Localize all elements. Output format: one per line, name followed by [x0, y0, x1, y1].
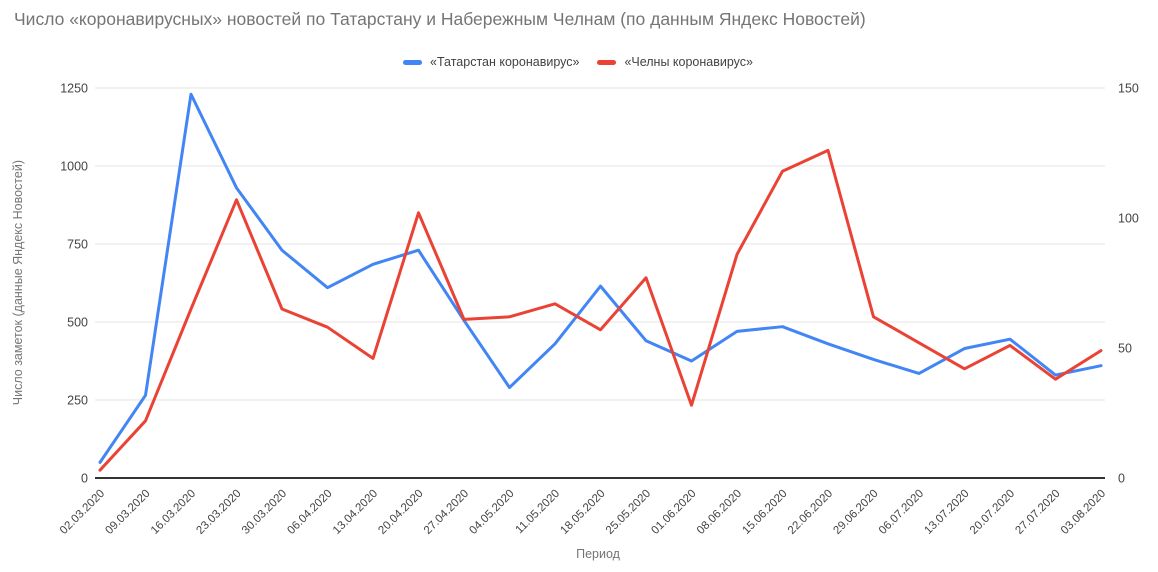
x-axis-tick-label: 27.07.2020 — [1013, 488, 1062, 537]
x-axis-tick-label: 22.06.2020 — [786, 488, 835, 537]
x-axis-tick-label: 02.03.2020 — [58, 488, 107, 537]
y-axis-right-tick-label: 150 — [1118, 82, 1139, 96]
legend-label-chelny: «Челны коронавирус» — [624, 55, 753, 69]
x-axis-tick-label: 18.05.2020 — [558, 488, 607, 537]
x-axis-tick-label: 15.06.2020 — [740, 488, 789, 537]
legend-swatch-tatarstan-icon — [403, 59, 423, 65]
y-axis-right-tick-label: 0 — [1118, 472, 1125, 486]
x-axis-tick-label: 13.04.2020 — [331, 488, 380, 537]
legend-swatch-chelny-icon — [597, 59, 617, 65]
x-axis-tick-label: 29.06.2020 — [831, 488, 880, 537]
y-axis-left-tick-label: 250 — [67, 394, 88, 408]
chart-title: Число «коронавирусных» новостей по Татар… — [14, 9, 866, 29]
x-axis-tick-label: 06.04.2020 — [285, 488, 334, 537]
legend-item-tatarstan: «Татарстан коронавирус» — [403, 55, 579, 69]
x-axis-tick-label: 23.03.2020 — [194, 488, 243, 537]
x-axis-tick-label: 13.07.2020 — [922, 488, 971, 537]
legend-item-chelny: «Челны коронавирус» — [597, 55, 753, 69]
y-axis-right-tick-label: 100 — [1118, 212, 1139, 226]
series-line-tatarstan — [98, 92, 1103, 464]
x-axis-tick-label: 16.03.2020 — [149, 488, 198, 537]
x-axis-tick-label: 03.08.2020 — [1059, 488, 1108, 537]
x-axis-tick-label: 06.07.2020 — [877, 488, 926, 537]
x-axis-tick-label: 04.05.2020 — [467, 488, 516, 537]
y-axis-left-tick-label: 500 — [67, 316, 88, 330]
x-axis-tick-label: 30.03.2020 — [240, 488, 289, 537]
y-axis-title: Число заметок (данные Яндекс Новостей) — [11, 160, 25, 406]
x-axis-tick-label: 27.04.2020 — [422, 488, 471, 537]
x-axis-tick-label: 08.06.2020 — [695, 488, 744, 537]
series-line-chelny — [98, 148, 1103, 472]
y-axis-left-tick-label: 750 — [67, 238, 88, 252]
y-axis-left-tick-label: 1250 — [60, 82, 88, 96]
y-axis-left-tick-label: 1000 — [60, 160, 88, 174]
y-axis-left-tick-label: 0 — [81, 472, 88, 486]
x-axis-tick-label: 20.07.2020 — [968, 488, 1017, 537]
x-axis-tick-label: 11.05.2020 — [514, 488, 563, 537]
x-axis-title: Период — [576, 547, 620, 561]
x-axis-tick-label: 20.04.2020 — [376, 488, 425, 537]
chart-legend: «Татарстан коронавирус» «Челны коронавир… — [403, 55, 753, 69]
y-axis-title-wrap: Число заметок (данные Яндекс Новостей) — [8, 88, 28, 478]
x-axis-tick-label: 25.05.2020 — [604, 488, 653, 537]
y-axis-right-tick-label: 50 — [1118, 342, 1132, 356]
legend-label-tatarstan: «Татарстан коронавирус» — [430, 55, 580, 69]
x-axis-tick-label: 09.03.2020 — [103, 488, 152, 537]
x-axis-tick-label: 01.06.2020 — [649, 488, 698, 537]
